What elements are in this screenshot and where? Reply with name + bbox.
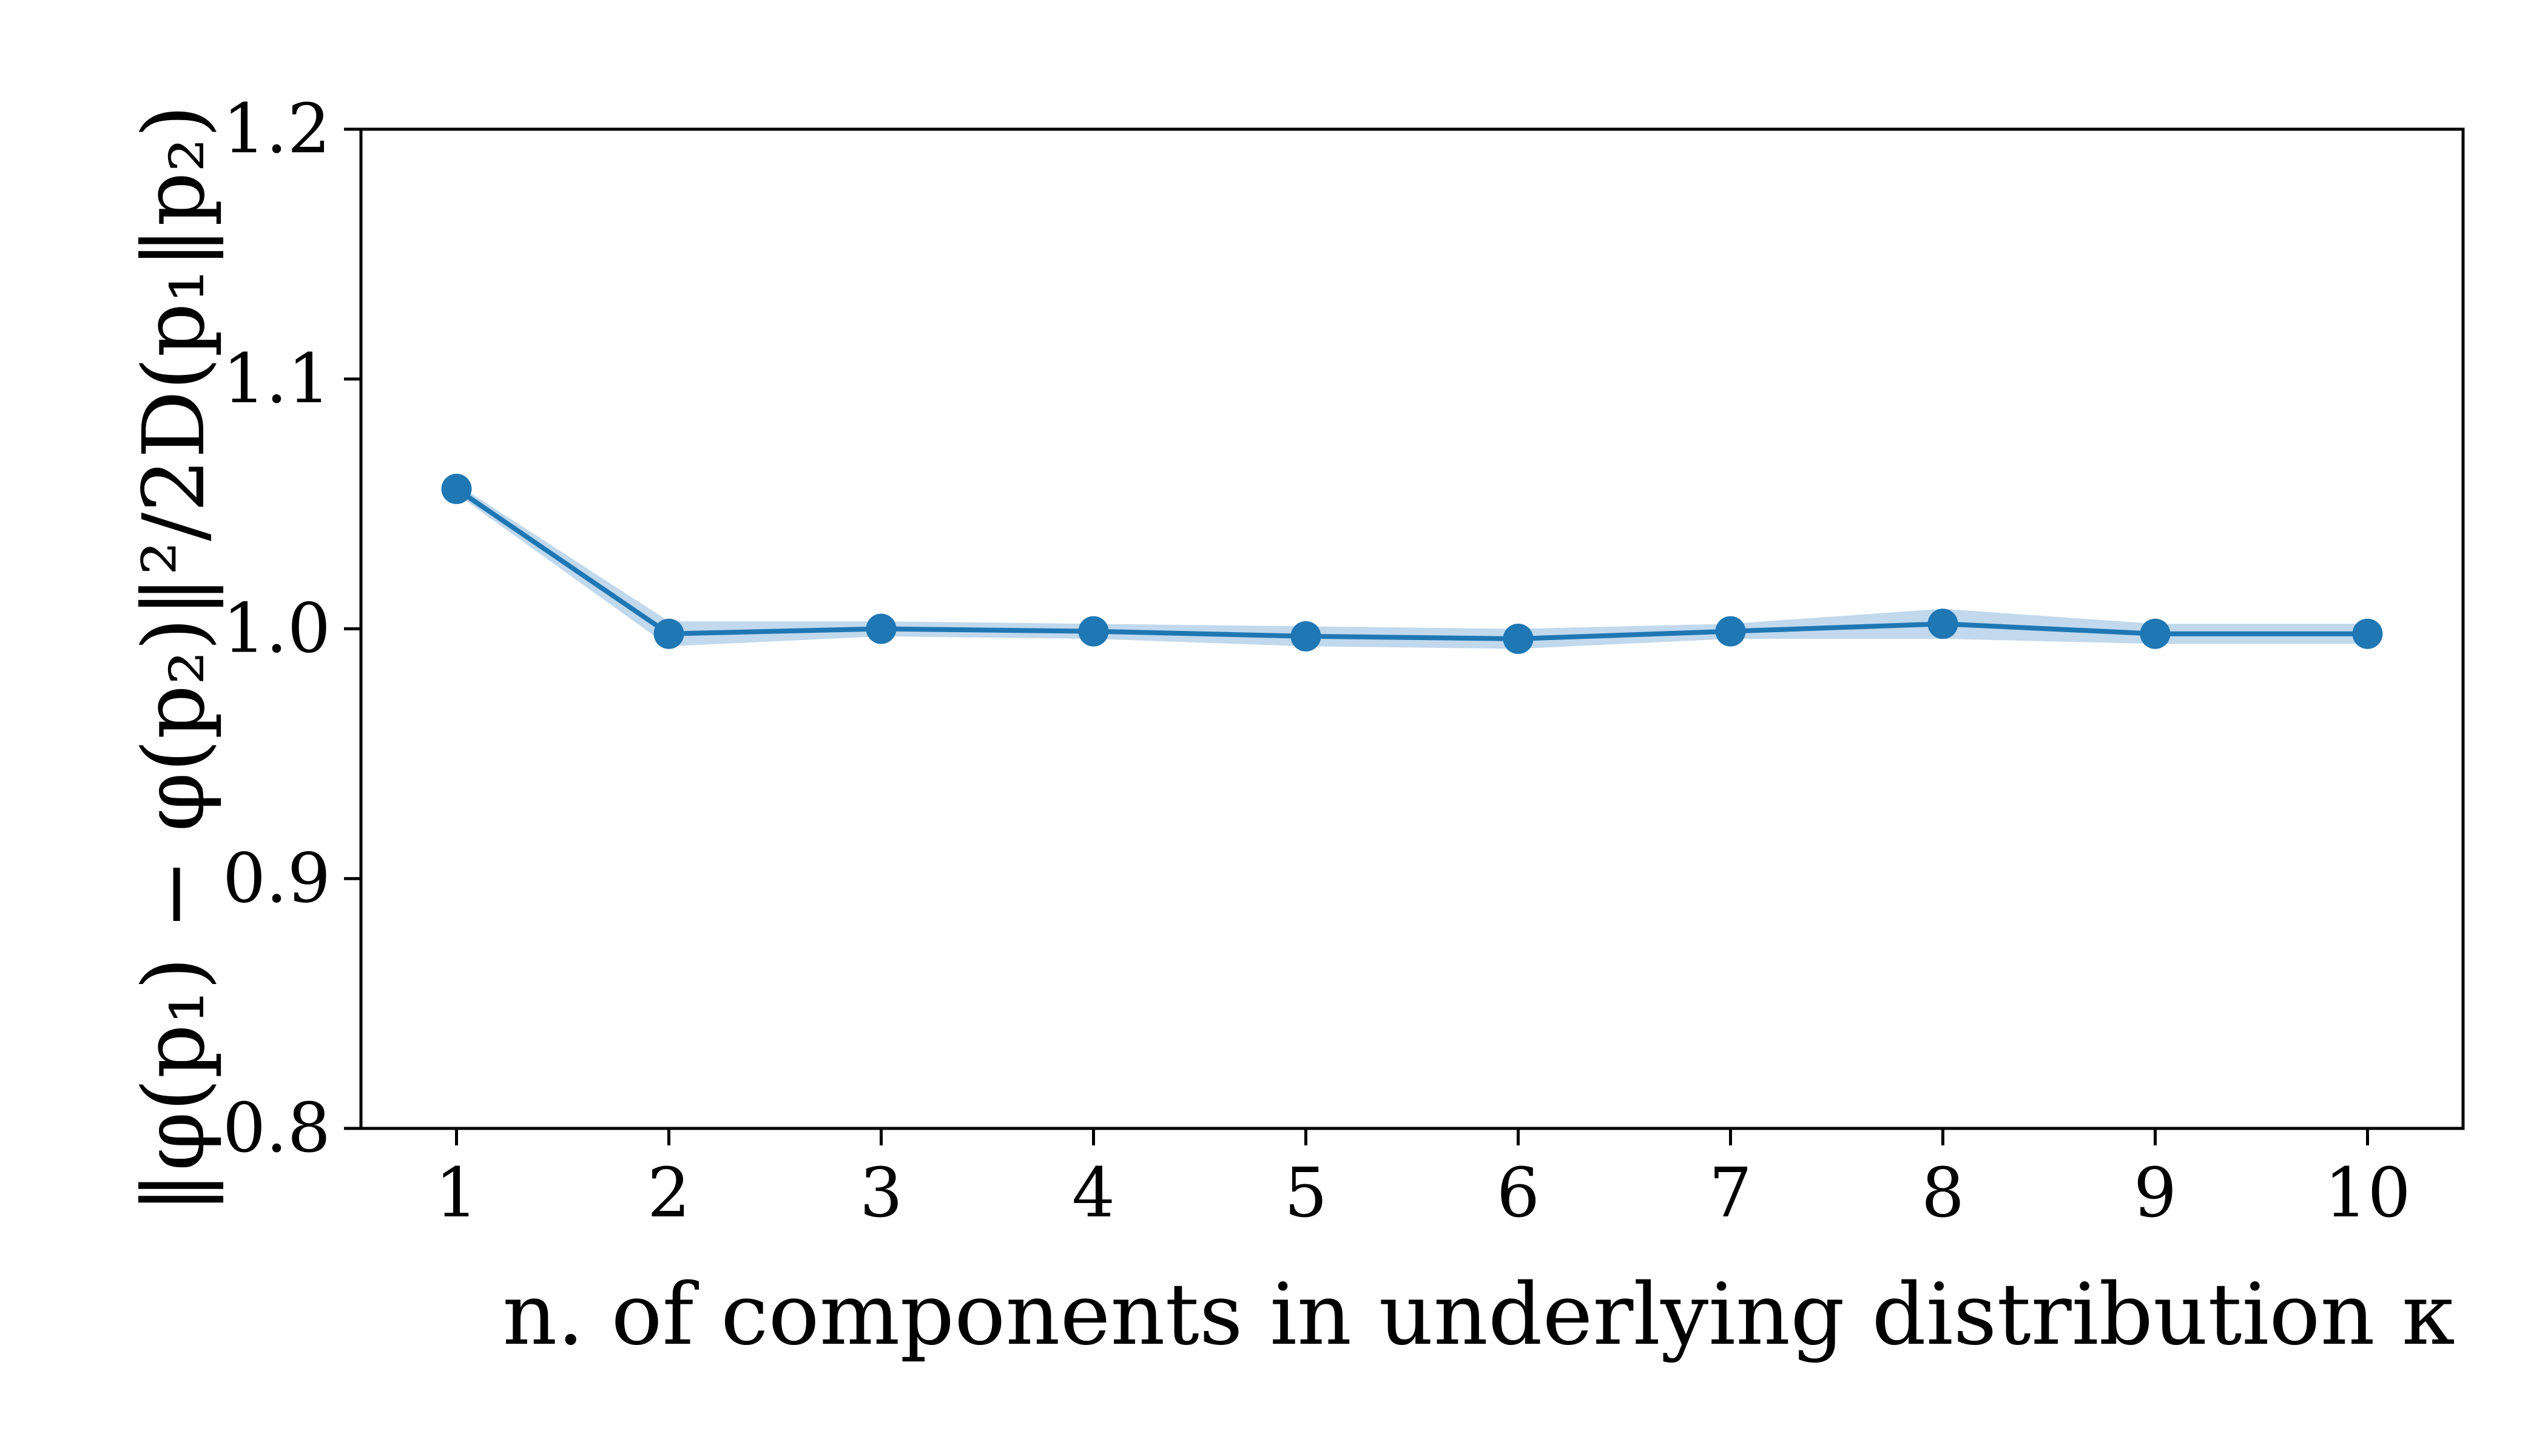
plot-area <box>441 473 2383 654</box>
x-tick-label: 8 <box>1921 1154 1964 1233</box>
y-axis: 0.8 0.9 1.0 1.1 1.2 <box>223 90 361 1168</box>
y-axis-title: ‖φ(p₁) − φ(p₂)‖²/2D(p₁‖p₂) <box>125 105 224 1214</box>
x-tick-label: 2 <box>647 1154 690 1233</box>
x-tick-label: 6 <box>1497 1154 1540 1233</box>
y-tick-label: 1.1 <box>223 340 331 419</box>
y-tick-label: 1.0 <box>223 590 331 669</box>
markers <box>441 473 2383 654</box>
x-axis: 1 2 3 4 5 6 7 8 9 10 <box>435 1128 2411 1233</box>
x-tick-label: 5 <box>1284 1154 1327 1233</box>
data-point <box>2352 618 2383 649</box>
data-point <box>866 613 897 644</box>
data-point <box>1503 623 1534 654</box>
y-tick-label: 1.2 <box>223 90 331 169</box>
x-tick-label: 7 <box>1709 1154 1752 1233</box>
data-point <box>1715 616 1746 647</box>
x-tick-label: 9 <box>2134 1154 2177 1233</box>
y-tick-label: 0.8 <box>223 1089 331 1168</box>
x-tick-label: 4 <box>1072 1154 1115 1233</box>
x-tick-label: 1 <box>435 1154 478 1233</box>
confidence-band <box>456 484 2368 649</box>
data-point <box>1927 608 1958 639</box>
data-point <box>653 618 684 649</box>
data-point <box>441 473 472 504</box>
data-point <box>1078 616 1109 647</box>
x-tick-label: 10 <box>2324 1154 2411 1233</box>
x-axis-title: n. of components in underlying distribut… <box>502 1266 2455 1364</box>
data-point <box>1290 621 1321 652</box>
x-tick-label: 3 <box>860 1154 903 1233</box>
series-line <box>455 487 2368 641</box>
y-tick-label: 0.9 <box>223 839 331 918</box>
data-point <box>2140 618 2171 649</box>
